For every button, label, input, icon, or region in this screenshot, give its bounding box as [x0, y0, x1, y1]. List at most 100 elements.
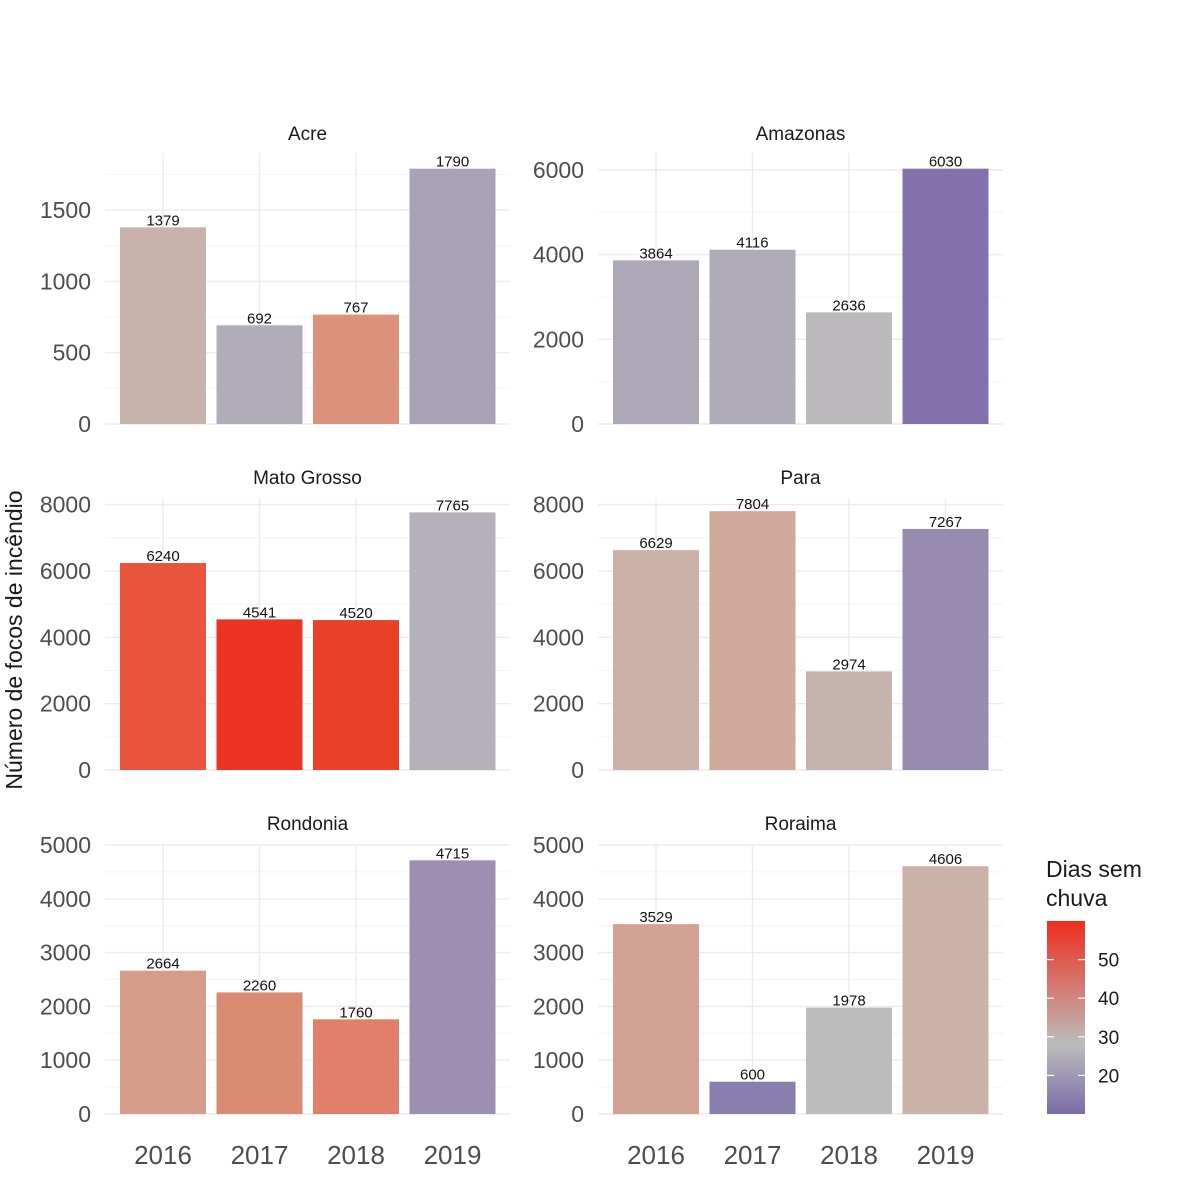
- x-tick-label: 2017: [724, 1140, 782, 1170]
- y-tick-label: 1000: [40, 268, 91, 294]
- y-tick-label: 5000: [40, 832, 91, 858]
- panel-title: Para: [780, 468, 821, 489]
- bar-acre-2017: [216, 325, 303, 424]
- legend-tick-label: 40: [1098, 989, 1119, 1010]
- y-tick-label: 1000: [533, 1047, 584, 1073]
- y-tick-label: 0: [78, 1101, 91, 1127]
- legend-tick-label: 50: [1098, 951, 1119, 972]
- y-tick-label: 6000: [533, 558, 584, 584]
- bar-para-2019: [902, 528, 989, 770]
- color-legend: Dias sem chuva 20 30 40 50: [1046, 856, 1142, 1114]
- y-tick-label: 3000: [533, 940, 584, 966]
- y-tick-label: 2000: [40, 691, 91, 717]
- y-tick-label: 1000: [40, 1047, 91, 1073]
- panel-amazonas: Amazonas 0 2000 4000 6000 3864 4116 2636 6030: [533, 124, 1003, 437]
- x-tick-label: 2019: [424, 1140, 482, 1170]
- x-tick-label: 2017: [231, 1140, 289, 1170]
- x-tick-label: 2016: [627, 1140, 685, 1170]
- x-tick-label: 2018: [327, 1140, 385, 1170]
- legend-tick-label: 20: [1098, 1066, 1119, 1087]
- panel-acre: Acre 0 500 1000 1500 1379 692 767 1790: [40, 124, 510, 437]
- bar-para-2017: [709, 511, 796, 770]
- y-tick-label: 3000: [40, 940, 91, 966]
- legend-title-line2: chuva: [1046, 885, 1108, 911]
- y-tick-label: 0: [571, 1101, 584, 1127]
- y-tick-label: 0: [78, 757, 91, 783]
- panel-title: Mato Grosso: [253, 468, 362, 489]
- bar-value-label: 4116: [736, 235, 768, 252]
- bar-amazonas-2018: [806, 312, 892, 424]
- y-tick-label: 2000: [533, 993, 584, 1019]
- bar-rondonia-2017: [216, 992, 303, 1114]
- bar-amazonas-2017: [709, 249, 796, 424]
- bar-mato-grosso-2018: [313, 620, 399, 770]
- bar-value-label: 2974: [832, 656, 865, 673]
- bar-value-label: 6030: [929, 154, 962, 171]
- y-tick-label: 0: [571, 757, 584, 783]
- bar-rondonia-2018: [313, 1019, 399, 1114]
- x-tick-label: 2016: [134, 1140, 192, 1170]
- bar-roraima-2018: [806, 1007, 892, 1114]
- bar-amazonas-2019: [902, 168, 989, 424]
- y-tick-label: 8000: [40, 492, 91, 518]
- y-tick-label: 4000: [40, 886, 91, 912]
- y-tick-label: 4000: [533, 242, 584, 268]
- y-tick-label: 2000: [533, 691, 584, 717]
- bar-mato-grosso-2019: [409, 512, 496, 770]
- panel-title: Amazonas: [756, 124, 846, 145]
- panel-title: Roraima: [765, 814, 837, 835]
- y-tick-label: 500: [53, 340, 91, 366]
- bar-mato-grosso-2017: [216, 619, 303, 770]
- bar-value-label: 4715: [436, 845, 469, 862]
- bar-value-label: 7804: [736, 496, 769, 513]
- bar-roraima-2017: [709, 1081, 796, 1114]
- bar-para-2018: [806, 671, 892, 770]
- y-tick-label: 1500: [40, 197, 91, 223]
- bar-value-label: 4606: [929, 851, 962, 868]
- y-tick-label: 6000: [40, 558, 91, 584]
- legend-colorbar: [1047, 921, 1085, 1114]
- bar-acre-2019: [409, 168, 496, 424]
- panel-roraima: Roraima 0 1000 2000 3000 4000 5000 3529 600 1978 4…: [533, 814, 1003, 1127]
- bar-acre-2016: [120, 227, 206, 424]
- y-tick-label: 4000: [533, 624, 584, 650]
- bar-value-label: 767: [343, 300, 368, 317]
- bar-value-label: 3864: [639, 245, 672, 262]
- y-tick-label: 4000: [533, 886, 584, 912]
- bar-amazonas-2016: [613, 260, 699, 424]
- bar-value-label: 3529: [639, 909, 672, 926]
- legend-title-line1: Dias sem: [1046, 856, 1142, 882]
- bar-value-label: 1790: [436, 154, 469, 171]
- bar-rondonia-2016: [120, 970, 206, 1114]
- panel-title: Acre: [288, 124, 327, 145]
- panel-title: Rondonia: [267, 814, 349, 835]
- bar-value-label: 600: [740, 1067, 765, 1084]
- legend-tick-label: 30: [1098, 1028, 1119, 1049]
- bar-mato-grosso-2016: [120, 563, 206, 770]
- bar-value-label: 2664: [146, 956, 179, 973]
- y-tick-label: 0: [78, 411, 91, 437]
- y-tick-label: 8000: [533, 492, 584, 518]
- bar-value-label: 2260: [243, 977, 276, 994]
- y-tick-label: 5000: [533, 832, 584, 858]
- y-tick-label: 6000: [533, 157, 584, 183]
- bar-value-label: 1760: [339, 1004, 372, 1021]
- x-tick-label: 2018: [820, 1140, 878, 1170]
- y-tick-label: 2000: [40, 993, 91, 1019]
- y-tick-label: 4000: [40, 624, 91, 650]
- bar-value-label: 4520: [339, 605, 372, 622]
- bar-value-label: 1379: [146, 212, 179, 229]
- y-axis-title: Número de focos de incêndio: [1, 490, 27, 789]
- bar-roraima-2016: [613, 924, 699, 1114]
- bar-value-label: 6240: [146, 548, 179, 565]
- bar-acre-2018: [313, 314, 399, 424]
- y-tick-label: 0: [571, 411, 584, 437]
- bar-value-label: 4541: [243, 604, 276, 621]
- bar-rondonia-2019: [409, 860, 496, 1114]
- bar-roraima-2019: [902, 866, 989, 1114]
- bar-value-label: 6629: [639, 535, 672, 552]
- bar-value-label: 692: [247, 310, 272, 327]
- bar-value-label: 2636: [832, 297, 865, 314]
